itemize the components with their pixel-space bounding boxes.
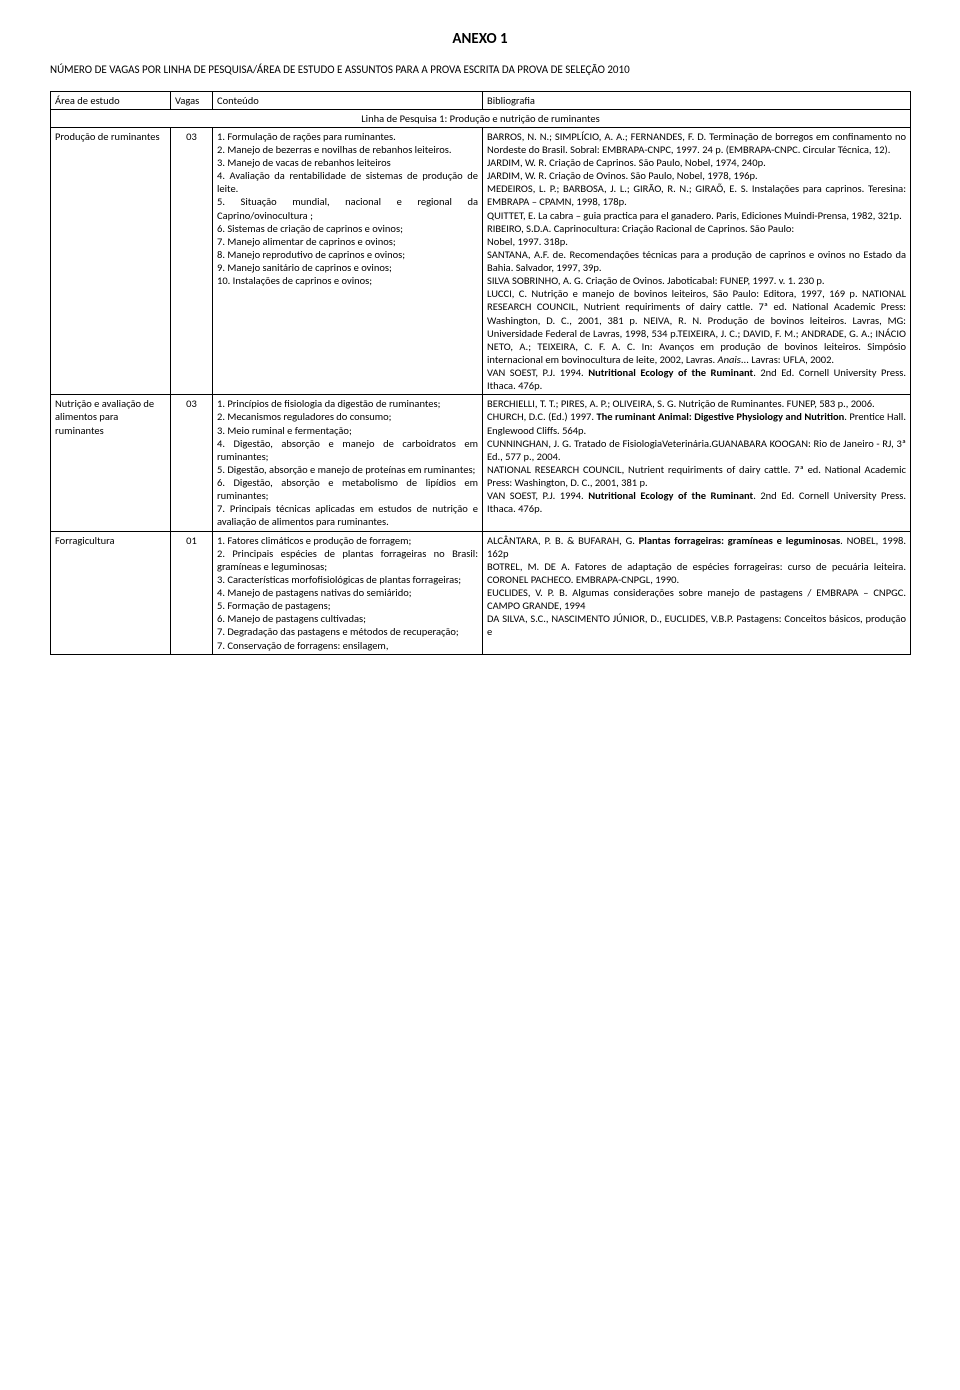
conteudo-item: 7. Conservação de forragens: ensilagem,	[217, 639, 478, 652]
header-conteudo: Conteúdo	[213, 91, 483, 109]
section-header: Linha de Pesquisa 1: Produção e nutrição…	[51, 109, 911, 127]
conteudo-item: 4. Avaliação da rentabilidade de sistema…	[217, 169, 478, 195]
conteudo-item: 2. Principais espécies de plantas forrag…	[217, 547, 478, 573]
section-header-row: Linha de Pesquisa 1: Produção e nutrição…	[51, 109, 911, 127]
header-bibliografia: Bibliografia	[483, 91, 911, 109]
conteudo-item: 2. Manejo de bezerras e novilhas de reba…	[217, 143, 478, 156]
cell-bibliografia: ALCÂNTARA, P. B. & BUFARAH, G. Plantas f…	[483, 531, 911, 654]
cell-vagas: 03	[171, 395, 213, 531]
cell-area: Nutrição e avaliação de alimentos para r…	[51, 395, 171, 531]
conteudo-item: 9. Manejo sanitário de caprinos e ovinos…	[217, 261, 478, 274]
page-subtitle: NÚMERO DE VAGAS POR LINHA DE PESQUISA/ÁR…	[50, 63, 910, 77]
bibliografia-text: ALCÂNTARA, P. B. & BUFARAH, G. Plantas f…	[487, 534, 906, 639]
cell-bibliografia: BARROS, N. N.; SIMPLÍCIO, A. A.; FERNAND…	[483, 127, 911, 395]
conteudo-item: 1. Formulação de rações para ruminantes.	[217, 130, 478, 143]
conteudo-item: 3. Manejo de vacas de rebanhos leiteiros	[217, 156, 478, 169]
bibliografia-text: BERCHIELLI, T. T.; PIRES, A. P.; OLIVEIR…	[487, 397, 906, 515]
bibliografia-text: BARROS, N. N.; SIMPLÍCIO, A. A.; FERNAND…	[487, 130, 906, 393]
table-row: Forragicultura01 1. Fatores climáticos e …	[51, 531, 911, 654]
conteudo-item: 6. Sistemas de criação de caprinos e ovi…	[217, 222, 478, 235]
cell-area: Forragicultura	[51, 531, 171, 654]
conteudo-item: 7. Manejo alimentar de caprinos e ovinos…	[217, 235, 478, 248]
cell-bibliografia: BERCHIELLI, T. T.; PIRES, A. P.; OLIVEIR…	[483, 395, 911, 531]
conteudo-item: 1. Princípios de fisiologia da digestão …	[217, 397, 478, 410]
conteudo-item: 10. Instalações de caprinos e ovinos;	[217, 274, 478, 287]
cell-vagas: 03	[171, 127, 213, 395]
conteudo-item: 7. Principais técnicas aplicadas em estu…	[217, 502, 478, 528]
conteudo-item: 3. Meio ruminal e fermentação;	[217, 424, 478, 437]
conteudo-item: 2. Mecanismos reguladores do consumo;	[217, 410, 478, 423]
conteudo-item: 3. Características morfofisiológicas de …	[217, 573, 478, 586]
cell-conteudo: 1. Formulação de rações para ruminantes.…	[213, 127, 483, 395]
conteudo-item: 1. Fatores climáticos e produção de forr…	[217, 534, 478, 547]
table-row: Nutrição e avaliação de alimentos para r…	[51, 395, 911, 531]
header-area: Área de estudo	[51, 91, 171, 109]
conteudo-item: 4. Digestão, absorção e manejo de carboi…	[217, 437, 478, 463]
conteudo-item: 5. Situação mundial, nacional e regional…	[217, 195, 478, 221]
table-row: Produção de ruminantes031. Formulação de…	[51, 127, 911, 395]
conteudo-item: 4. Manejo de pastagens nativas do semiár…	[217, 586, 478, 599]
content-table: Área de estudo Vagas Conteúdo Bibliograf…	[50, 91, 911, 655]
cell-conteudo: 1. Fatores climáticos e produção de forr…	[213, 531, 483, 654]
conteudo-item: 6. Manejo de pastagens cultivadas;	[217, 612, 478, 625]
conteudo-item: 7. Degradação das pastagens e métodos de…	[217, 625, 478, 638]
cell-vagas: 01	[171, 531, 213, 654]
cell-area: Produção de ruminantes	[51, 127, 171, 395]
header-vagas: Vagas	[171, 91, 213, 109]
conteudo-item: 6. Digestão, absorção e metabolismo de l…	[217, 476, 478, 502]
conteudo-item: 8. Manejo reprodutivo de caprinos e ovin…	[217, 248, 478, 261]
conteudo-item: 5. Digestão, absorção e manejo de proteí…	[217, 463, 478, 476]
page-title: ANEXO 1	[50, 30, 910, 49]
table-header-row: Área de estudo Vagas Conteúdo Bibliograf…	[51, 91, 911, 109]
conteudo-item: 5. Formação de pastagens;	[217, 599, 478, 612]
cell-conteudo: 1. Princípios de fisiologia da digestão …	[213, 395, 483, 531]
